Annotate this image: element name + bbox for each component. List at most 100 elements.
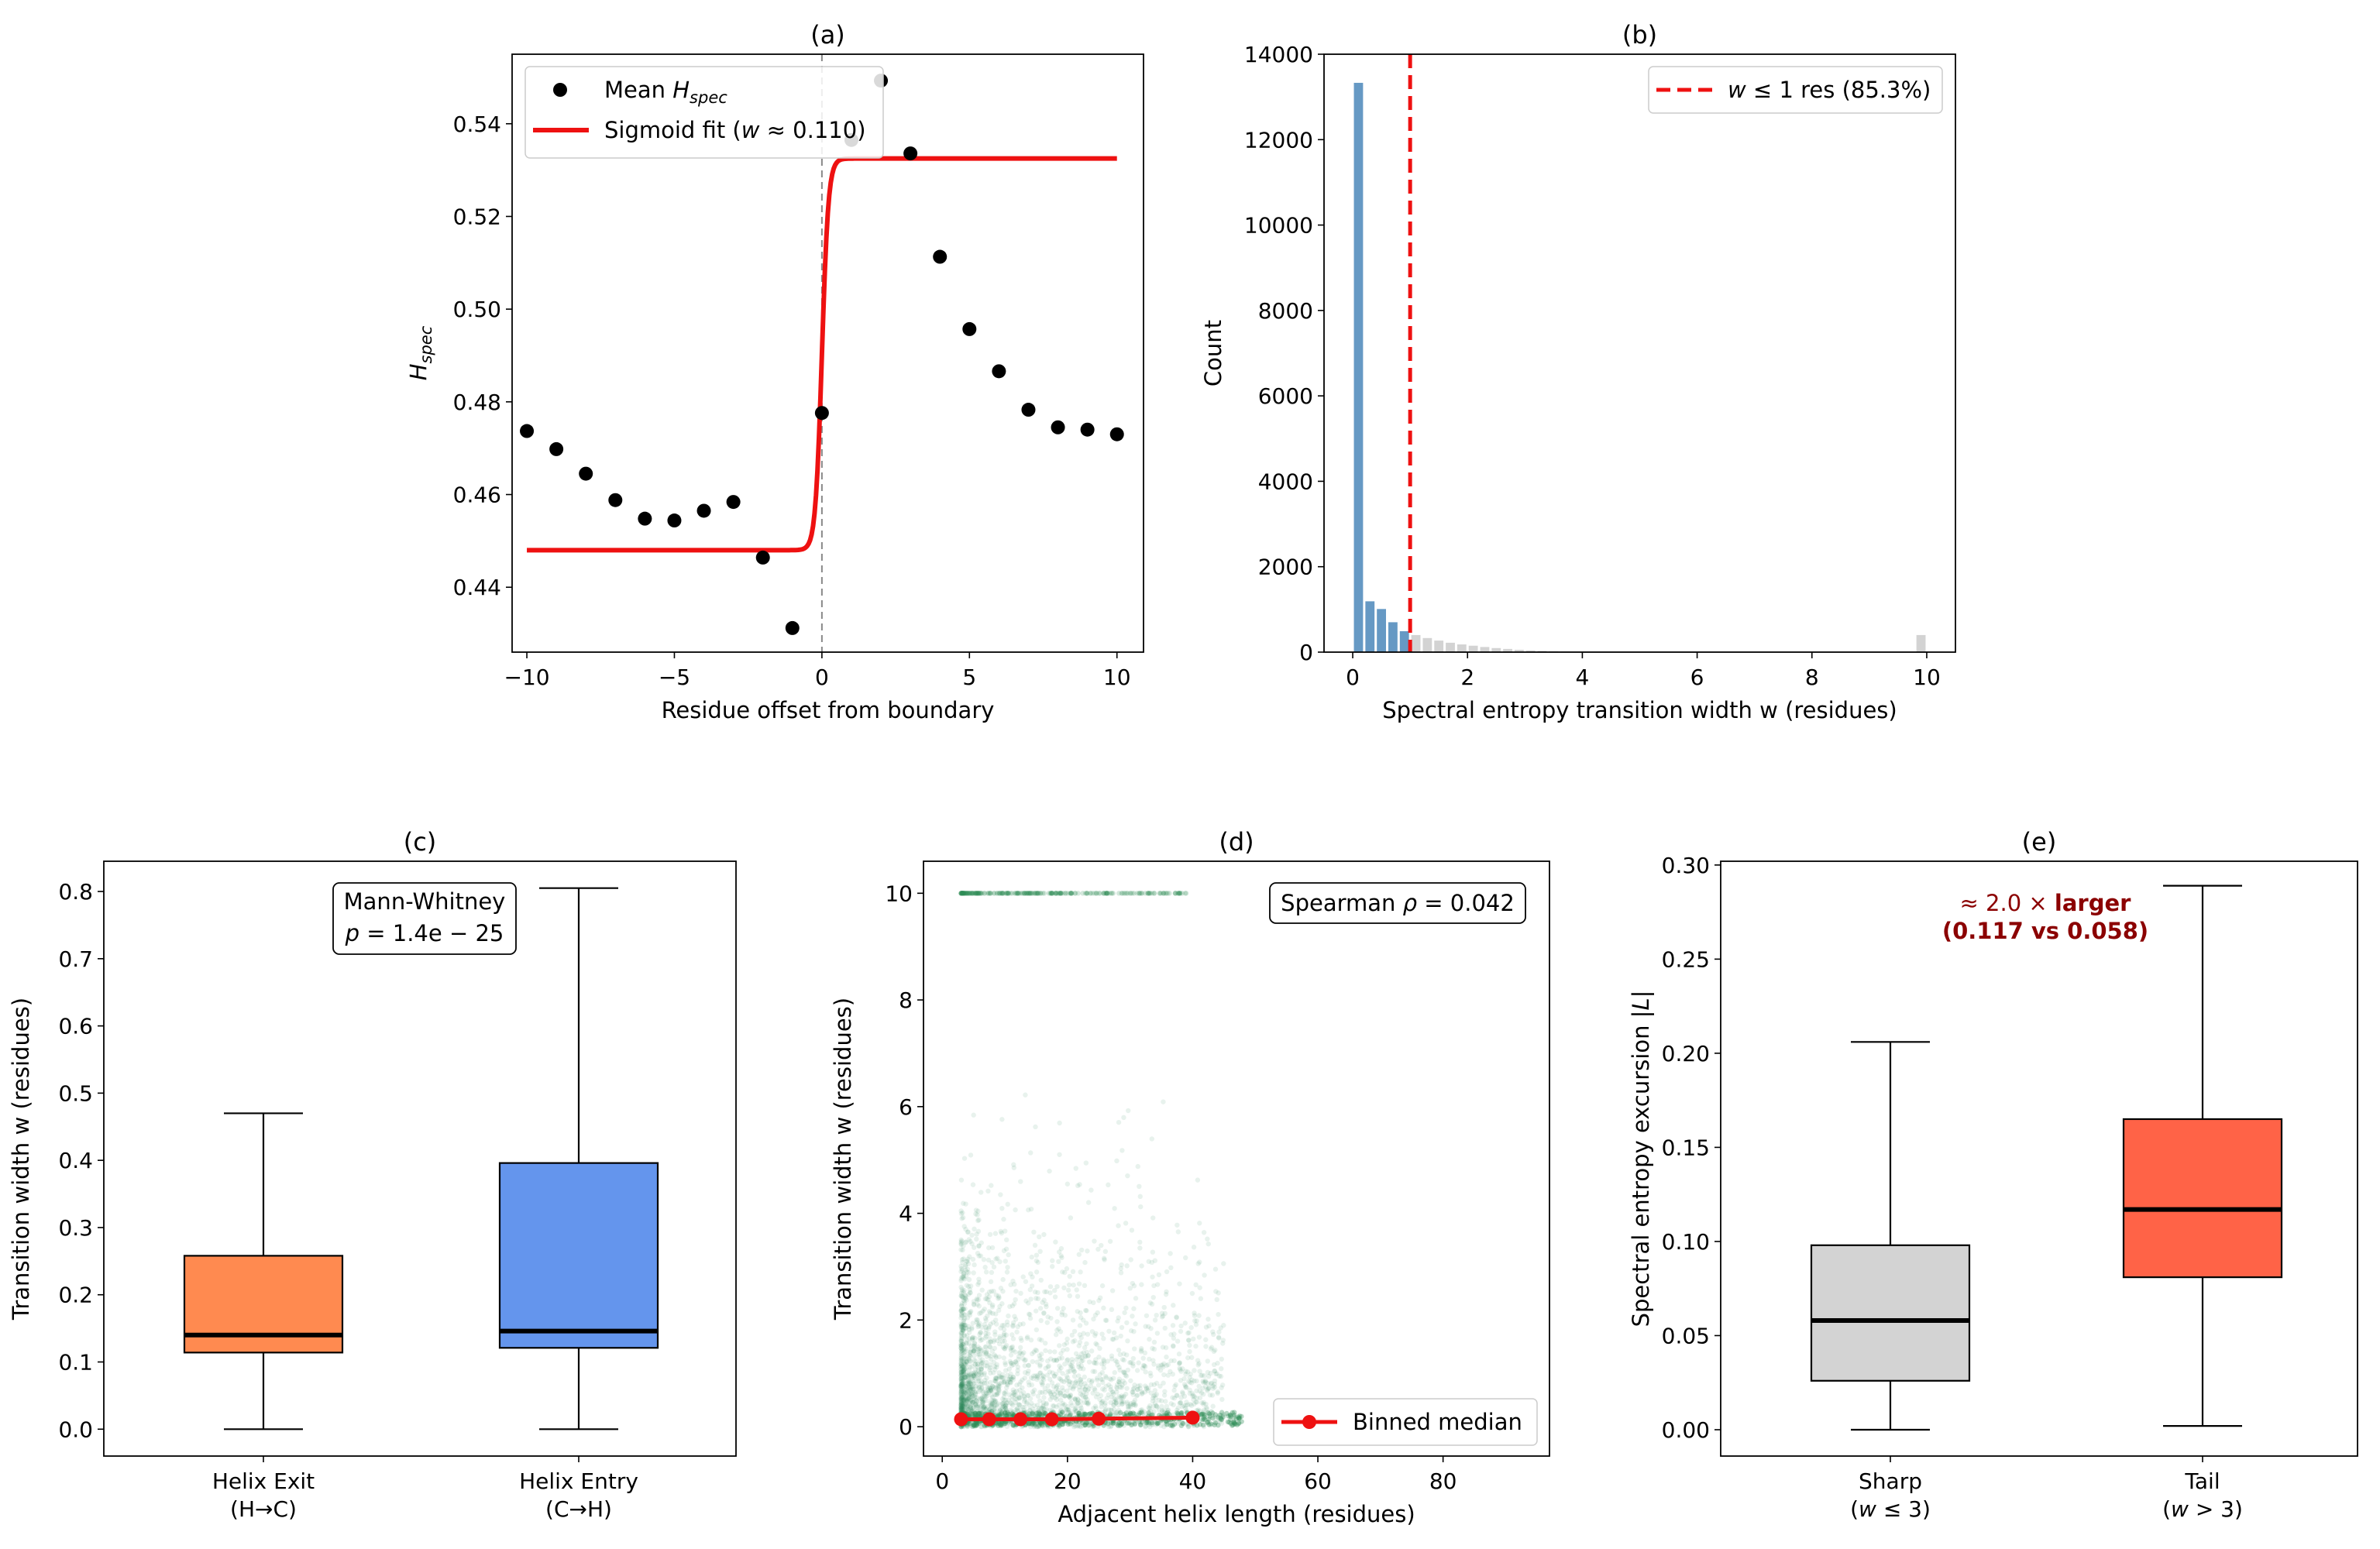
scatter-point: [1160, 1345, 1166, 1350]
scatter-point-capped: [1048, 891, 1054, 896]
scatter-point: [999, 1117, 1005, 1122]
scatter-point: [1061, 1393, 1067, 1399]
scatter-point: [960, 1327, 966, 1334]
scatter-point: [1185, 1424, 1192, 1430]
scatter-point-low: [1199, 1411, 1205, 1417]
scatter-point: [984, 1406, 989, 1411]
scatter-point: [958, 1239, 964, 1245]
scatter-point: [961, 1372, 966, 1378]
scatter-point: [982, 1377, 988, 1383]
scatter-point: [1009, 1345, 1015, 1351]
scatter-point: [1137, 1239, 1143, 1245]
annotation-line2: (0.117 vs 0.058): [1942, 918, 2148, 944]
scatter-point: [1064, 1181, 1071, 1187]
scatter-point: [988, 1388, 994, 1393]
scatter-point: [1004, 1342, 1009, 1348]
scatter-point: [976, 1372, 982, 1378]
scatter-point: [968, 1404, 974, 1410]
scatter-point: [958, 1324, 964, 1330]
scatter-point: [1054, 1384, 1060, 1389]
scatter-point-capped: [1053, 891, 1058, 896]
scatter-point: [991, 1399, 996, 1404]
scatter-point: [1113, 1400, 1119, 1406]
scatter-point: [1141, 1363, 1147, 1369]
spearman-annotation: Spearman ρ = 0.042: [1269, 882, 1526, 924]
scatter-point: [1047, 1290, 1053, 1296]
scatter-point: [989, 1269, 995, 1276]
scatter-point: [1082, 1354, 1088, 1359]
scatter-point: [1160, 1364, 1166, 1370]
scatter-point: [1003, 1344, 1009, 1350]
scatter-point: [958, 1330, 964, 1336]
scatter-point: [1197, 1395, 1203, 1401]
scatter-point-capped: [1123, 891, 1128, 896]
binned-median-point: [954, 1412, 968, 1427]
scatter-point-low: [1108, 1420, 1114, 1425]
scatter-point: [966, 1310, 972, 1316]
scatter-point-capped: [1034, 891, 1040, 896]
scatter-point: [1204, 1405, 1209, 1410]
scatter-point: [1121, 1357, 1127, 1363]
scatter-point: [1052, 1395, 1058, 1401]
scatter-point: [1171, 1358, 1177, 1364]
scatter-point: [1147, 1370, 1154, 1376]
scatter-point: [1143, 1424, 1148, 1430]
scatter-point: [958, 1407, 964, 1413]
scatter-point-capped: [1009, 891, 1015, 896]
scatter-point: [963, 1267, 968, 1273]
scatter-point: [974, 1236, 979, 1242]
scatter-point: [962, 1407, 968, 1413]
scatter-point: [1091, 1360, 1097, 1365]
scatter-point: [989, 1348, 996, 1354]
scatter-point: [974, 1423, 979, 1428]
scatter-point: [960, 1383, 965, 1389]
scatter-point: [979, 1347, 985, 1353]
scatter-point: [1035, 1259, 1041, 1266]
scatter-point: [958, 1263, 964, 1269]
scatter-point-capped: [1035, 891, 1041, 896]
scatter-point: [977, 1345, 982, 1352]
scatter-point: [1078, 1334, 1084, 1341]
y-tick-label: 0.1: [58, 1350, 93, 1376]
scatter-point: [973, 1422, 979, 1427]
scatter-point: [1006, 1313, 1011, 1319]
scatter-point: [1119, 1324, 1125, 1331]
scatter-point: [958, 1334, 965, 1340]
scatter-point: [958, 1389, 965, 1395]
scatter-point: [960, 1397, 965, 1403]
scatter-point: [959, 1401, 965, 1406]
scatter-point: [999, 1338, 1006, 1345]
scatter-point: [1067, 1273, 1072, 1279]
scatter-point: [1008, 1376, 1014, 1382]
scatter-point: [964, 1372, 969, 1378]
scatter-point: [1013, 1288, 1019, 1294]
scatter-point: [985, 1331, 991, 1337]
scatter-point: [1183, 1403, 1188, 1409]
scatter-point-capped: [1105, 891, 1110, 896]
scatter-point: [1198, 1296, 1204, 1301]
scatter-point-low: [997, 1413, 1003, 1418]
scatter-point: [1125, 1367, 1131, 1373]
scatter-point: [968, 1389, 974, 1394]
scatter-point: [960, 1313, 965, 1319]
scatter-point: [983, 1324, 989, 1331]
scatter-point: [1081, 1350, 1086, 1355]
scatter-point-low: [999, 1411, 1004, 1417]
scatter-point: [1130, 1389, 1135, 1395]
scatter-point: [958, 1269, 964, 1274]
scatter-point: [958, 1361, 964, 1367]
scatter-point-capped: [1029, 891, 1034, 896]
scatter-point: [959, 1372, 965, 1377]
scatter-point: [1027, 1412, 1033, 1418]
scatter-point-low: [1082, 1422, 1088, 1428]
scatter-point-capped: [1164, 891, 1169, 896]
scatter-point: [970, 1424, 975, 1429]
scatter-point: [961, 1360, 967, 1366]
scatter-point: [982, 1393, 987, 1399]
scatter-point: [1143, 1423, 1148, 1429]
scatter-point: [1056, 1259, 1061, 1265]
scatter-point: [961, 1224, 967, 1229]
scatter-point: [979, 1324, 985, 1330]
scatter-point: [958, 1336, 964, 1342]
scatter-point: [1009, 1332, 1015, 1338]
